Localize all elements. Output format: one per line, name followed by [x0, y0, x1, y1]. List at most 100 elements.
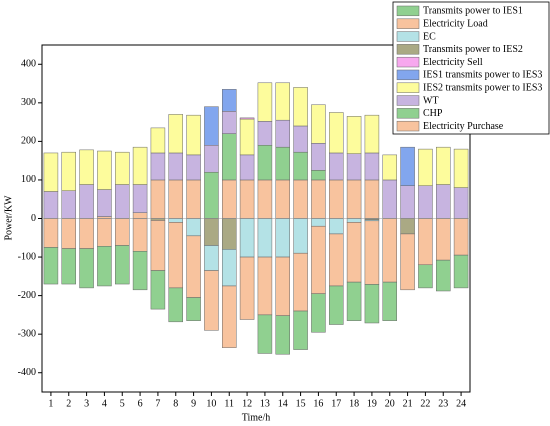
bar-segment	[239, 256, 255, 320]
bar-segment	[222, 133, 237, 181]
bar-segment	[150, 179, 166, 219]
x-tick-label: 15	[296, 398, 306, 409]
x-tick-label: 3	[84, 398, 89, 409]
legend-swatch	[396, 31, 420, 42]
bar-segment	[436, 184, 451, 219]
x-tick-label: 10	[206, 398, 216, 409]
bar-segment	[115, 184, 130, 219]
legend-swatch	[396, 69, 420, 81]
x-tick-label: 22	[420, 398, 430, 409]
bar-segment	[293, 87, 308, 127]
bar-segment	[204, 144, 219, 173]
x-tick-label: 20	[385, 398, 395, 409]
bar-segment	[311, 293, 326, 333]
x-tick-label: 24	[456, 398, 466, 409]
bar-segment	[222, 218, 237, 250]
y-tick-label: 0	[31, 213, 36, 224]
bar-segment	[436, 146, 451, 185]
bar-segment	[364, 152, 380, 181]
bar-segment	[311, 143, 326, 171]
bar-segment	[329, 179, 344, 219]
bar-segment	[311, 170, 326, 181]
bar-segment	[79, 149, 94, 185]
x-tick-label: 11	[224, 398, 234, 409]
bar-segment	[239, 218, 255, 258]
bar-segment	[275, 218, 290, 258]
bar-segment	[400, 233, 415, 291]
bar-segment	[43, 218, 59, 248]
bar-segment	[453, 254, 469, 289]
bar-segment	[453, 218, 469, 256]
bar-segment	[132, 184, 148, 213]
legend-label: WT	[423, 95, 439, 106]
bar-segment	[311, 179, 326, 219]
x-tick-label: 6	[138, 398, 143, 409]
y-tick-label: -400	[18, 367, 36, 378]
bar-segment	[346, 153, 362, 181]
bar-segment	[293, 252, 308, 312]
x-tick-label: 5	[120, 398, 125, 409]
bar-segment	[257, 218, 273, 258]
bar-segment	[150, 220, 166, 271]
bar-segment	[186, 114, 201, 156]
bar-segment	[222, 111, 237, 134]
y-tick-label: 400	[21, 59, 36, 70]
legend-swatch	[396, 18, 420, 29]
x-tick-label: 9	[191, 398, 196, 409]
legend-label: IES2 transmits power to IES3	[423, 82, 542, 93]
bar-segment	[97, 246, 112, 287]
bar-segment	[293, 218, 308, 254]
bar-segment	[382, 281, 397, 321]
bar-segment	[257, 256, 273, 316]
legend-swatch	[396, 44, 420, 55]
bar-segment	[204, 245, 219, 271]
x-tick-label: 4	[102, 398, 107, 409]
y-tick-label: 100	[21, 174, 36, 185]
bar-segment	[418, 264, 433, 289]
bar-segment	[453, 187, 469, 219]
legend-swatch	[396, 108, 420, 119]
bar-segment	[186, 218, 201, 237]
bar-segment	[346, 281, 362, 321]
legend-label: Electricity Sell	[423, 57, 483, 68]
bar-segment	[168, 218, 183, 223]
x-tick-label: 1	[48, 398, 53, 409]
bar-segment	[346, 179, 362, 219]
bar-segment	[257, 82, 273, 122]
x-tick-label: 17	[331, 398, 341, 409]
bar-segment	[400, 146, 415, 186]
bar-segment	[275, 256, 290, 316]
bar-segment	[204, 171, 219, 219]
bar-segment	[329, 285, 344, 325]
bar-segment	[293, 310, 308, 350]
bar-segment	[329, 152, 344, 181]
bar-segment	[150, 270, 166, 310]
y-tick-label: -200	[18, 290, 36, 301]
bar-segment	[168, 222, 183, 289]
x-tick-label: 23	[438, 398, 448, 409]
bar-segment	[150, 152, 166, 181]
legend-swatch	[396, 95, 420, 106]
x-tick-label: 2	[66, 398, 71, 409]
bar-segment	[275, 82, 290, 121]
bar-segment	[97, 216, 112, 219]
bar-segment	[239, 117, 255, 120]
bar-segment	[61, 248, 76, 285]
bar-segment	[293, 179, 308, 219]
bar-segment	[186, 235, 201, 298]
x-tick-label: 7	[155, 398, 160, 409]
bar-segment	[364, 179, 380, 219]
bar-segment	[132, 218, 148, 252]
bar-segment	[311, 104, 326, 144]
bar-segment	[239, 179, 255, 219]
bar-segment	[43, 247, 59, 285]
legend-swatch	[396, 5, 420, 17]
x-tick-label: 21	[403, 398, 413, 409]
bar-segment	[275, 119, 290, 148]
bar-segment	[257, 179, 273, 219]
bar-segment	[311, 225, 326, 294]
bar-segment	[132, 251, 148, 291]
bar-segment	[168, 114, 183, 154]
bar-segment	[293, 151, 308, 181]
bar-segment	[364, 114, 380, 154]
